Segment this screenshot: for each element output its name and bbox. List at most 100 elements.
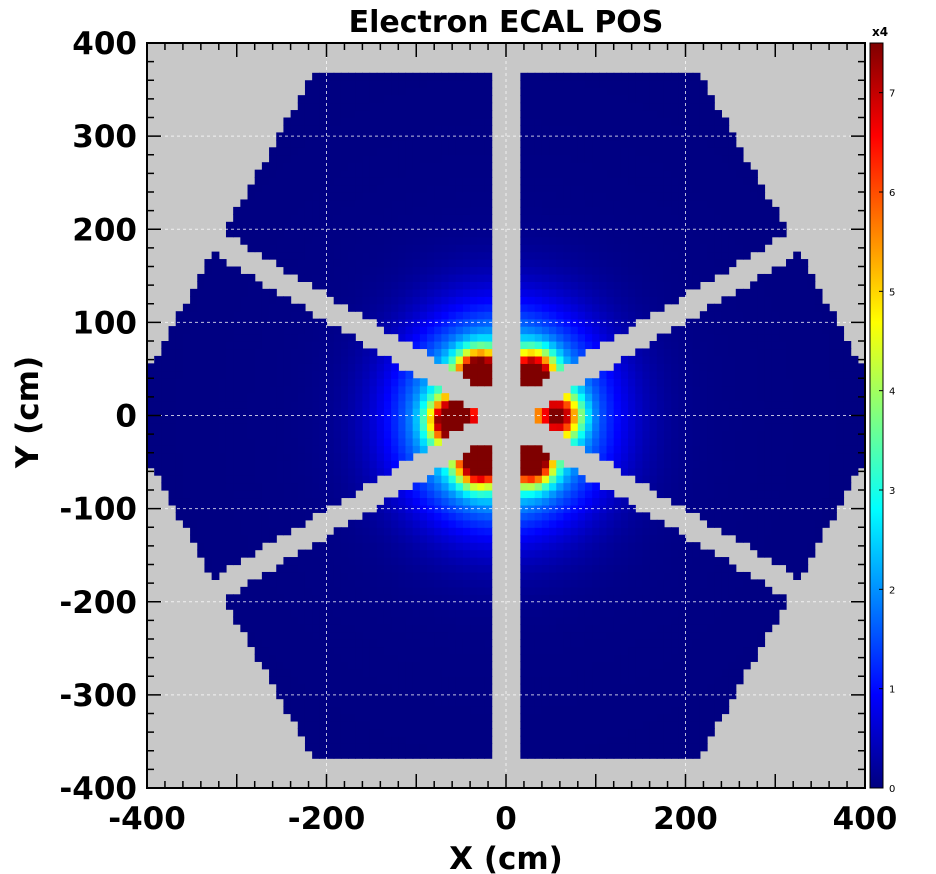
heatmap-cell <box>527 549 536 558</box>
heatmap-cell <box>269 631 277 640</box>
heatmap-cell <box>269 422 277 431</box>
heatmap-cell <box>671 735 679 744</box>
heatmap-cell <box>391 221 399 230</box>
heatmap-cell <box>312 214 320 223</box>
heatmap-cell <box>175 445 184 454</box>
heatmap-cell <box>405 504 414 513</box>
heatmap-cell <box>419 631 428 640</box>
heatmap-cell <box>570 549 579 558</box>
heatmap-cell <box>462 117 471 126</box>
heatmap-cell <box>383 728 392 737</box>
heatmap-cell <box>563 117 572 126</box>
heatmap-cell <box>628 624 636 633</box>
heatmap-cell <box>606 698 615 707</box>
heatmap-cell <box>161 341 170 350</box>
heatmap-cell <box>391 370 399 379</box>
heatmap-cell <box>541 601 550 610</box>
heatmap-cell <box>319 229 328 238</box>
heatmap-cell <box>592 214 600 223</box>
heatmap-cell <box>577 139 586 148</box>
heatmap-cell <box>606 422 615 431</box>
heatmap-cell <box>269 229 277 238</box>
heatmap-cell <box>470 497 478 506</box>
heatmap-cell <box>276 355 285 364</box>
heatmap-cell <box>441 221 450 230</box>
heatmap-cell <box>541 586 550 595</box>
heatmap-cell <box>649 206 658 215</box>
heatmap-cell <box>570 624 579 633</box>
heatmap-cell <box>534 221 543 230</box>
heatmap-cell <box>470 534 478 543</box>
heatmap-cell <box>584 564 593 573</box>
heatmap-cell <box>527 534 536 543</box>
heatmap-cell <box>448 706 457 715</box>
heatmap-cell <box>577 616 586 625</box>
heatmap-cell <box>383 609 392 618</box>
heatmap-cell <box>154 467 162 476</box>
heatmap-cell <box>405 683 414 692</box>
heatmap-cell <box>348 706 356 715</box>
heatmap-cell <box>340 177 349 186</box>
heatmap-cell <box>620 184 629 193</box>
heatmap-cell <box>434 184 442 193</box>
heatmap-cell <box>534 579 543 588</box>
heatmap-cell <box>434 124 442 133</box>
heatmap-cell <box>182 519 191 528</box>
heatmap-cell <box>391 601 399 610</box>
heatmap-cell <box>427 408 435 417</box>
heatmap-cell <box>663 139 672 148</box>
heatmap-cell <box>477 735 486 744</box>
heatmap-cell <box>405 542 414 551</box>
heatmap-cell <box>312 594 320 603</box>
heatmap-cell <box>534 273 543 282</box>
heatmap-cell <box>340 348 349 357</box>
heatmap-cell <box>391 117 399 126</box>
heatmap-cell <box>405 326 414 335</box>
heatmap-cell <box>635 393 644 402</box>
heatmap-cell <box>276 348 285 357</box>
heatmap-cell <box>376 713 385 722</box>
heatmap-cell <box>398 87 407 96</box>
heatmap-cell <box>628 668 636 677</box>
heatmap-cell <box>340 236 349 245</box>
heatmap-cell <box>405 579 414 588</box>
heatmap-cell <box>635 199 644 208</box>
heatmap-cell <box>340 378 349 387</box>
heatmap-cell <box>355 542 363 551</box>
heatmap-cell <box>290 475 299 484</box>
heatmap-cell <box>427 616 435 625</box>
heatmap-cell <box>549 348 557 357</box>
heatmap-cell <box>520 519 529 528</box>
heatmap-cell <box>283 467 292 476</box>
heatmap-cell <box>383 206 392 215</box>
heatmap-cell <box>563 571 572 580</box>
heatmap-cell <box>520 355 529 364</box>
heatmap-cell <box>599 72 608 81</box>
heatmap-cell <box>613 236 622 245</box>
heatmap-cell <box>204 519 213 528</box>
heatmap-cell <box>355 624 363 633</box>
heatmap-cell <box>599 87 608 96</box>
heatmap-cell <box>549 735 557 744</box>
heatmap-cell <box>628 273 636 282</box>
heatmap-cell <box>427 549 435 558</box>
heatmap-cell <box>154 430 162 439</box>
heatmap-cell <box>584 192 593 201</box>
heatmap-cell <box>434 586 442 595</box>
heatmap-cell <box>355 609 363 618</box>
heatmap-cell <box>484 139 493 148</box>
heatmap-cell <box>369 221 378 230</box>
heatmap-cell <box>304 192 313 201</box>
heatmap-cell <box>635 124 644 133</box>
heatmap-cell <box>304 184 313 193</box>
heatmap-cell <box>642 214 651 223</box>
heatmap-cell <box>656 132 665 141</box>
heatmap-cell <box>297 192 306 201</box>
heatmap-cell <box>147 422 155 431</box>
heatmap-cell <box>419 698 428 707</box>
heatmap-cell <box>527 616 536 625</box>
heatmap-cell <box>348 467 356 476</box>
heatmap-cell <box>635 728 644 737</box>
heatmap-cell <box>333 348 342 357</box>
heatmap-cell <box>577 162 586 171</box>
